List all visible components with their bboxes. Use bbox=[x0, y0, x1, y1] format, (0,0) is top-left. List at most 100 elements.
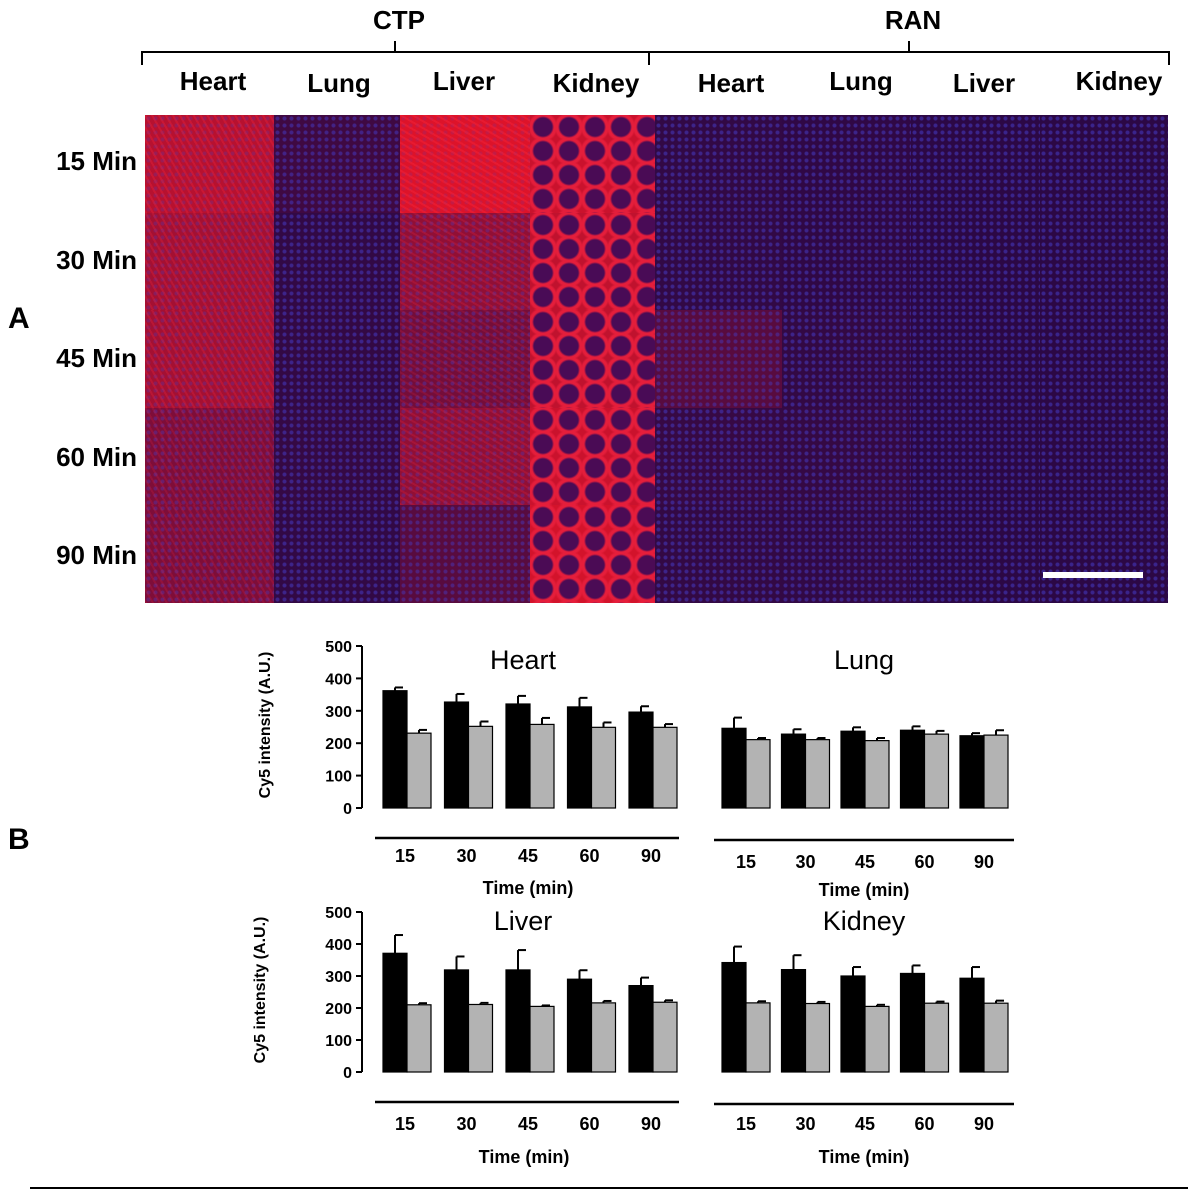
bar-ran bbox=[652, 1001, 678, 1073]
micrograph-tile bbox=[400, 213, 530, 310]
micrograph-tile bbox=[1040, 115, 1168, 213]
bar-ran bbox=[745, 1002, 771, 1073]
x-tick-label: 30 bbox=[795, 852, 815, 872]
micrograph-tile bbox=[400, 505, 530, 603]
row-label-15-min: 15 Min bbox=[56, 146, 137, 176]
micrograph-tile bbox=[782, 408, 911, 505]
x-tick-label: 30 bbox=[795, 1114, 815, 1134]
y-tick-label: 0 bbox=[343, 801, 352, 818]
y-axis-label: Cy5 intensity (A.U.) bbox=[257, 652, 274, 799]
y-tick-label: 300 bbox=[325, 969, 352, 986]
micrograph-tile bbox=[911, 408, 1040, 505]
row-label-45-min: 45 Min bbox=[56, 343, 137, 373]
y-tick-label: 100 bbox=[325, 1033, 352, 1050]
chart-title: Lung bbox=[834, 645, 894, 675]
x-tick-label: 90 bbox=[641, 846, 661, 866]
bar-ctp bbox=[628, 984, 654, 1073]
micrograph-tile bbox=[655, 213, 782, 310]
bar-ran bbox=[406, 732, 432, 809]
group-label-ctp: CTP bbox=[373, 5, 425, 35]
bar-ctp bbox=[721, 727, 747, 809]
x-axis-label: Time (min) bbox=[479, 1147, 570, 1167]
micrograph-tile bbox=[655, 505, 782, 603]
panel-a-label: A bbox=[8, 302, 30, 335]
fluorescence-micrograph-grid bbox=[145, 115, 1168, 603]
micrograph-tile bbox=[911, 310, 1040, 408]
x-tick-label: 30 bbox=[456, 1114, 476, 1134]
bar-ctp bbox=[780, 968, 807, 1073]
x-tick-label: 15 bbox=[736, 1114, 756, 1134]
bar-ctp bbox=[899, 972, 926, 1073]
y-tick-label: 500 bbox=[325, 905, 352, 922]
bottom-rule bbox=[30, 1187, 1188, 1189]
micrograph-tile bbox=[530, 310, 655, 408]
micrograph-tile bbox=[782, 115, 911, 213]
bar-ran bbox=[983, 734, 1009, 809]
chart-title: Kidney bbox=[823, 906, 906, 936]
ran-group-bracket bbox=[648, 41, 1170, 67]
y-tick-label: 400 bbox=[325, 937, 352, 954]
bar-ctp bbox=[899, 729, 926, 809]
micrograph-tile bbox=[782, 213, 911, 310]
bar-ctp bbox=[840, 730, 866, 809]
bar-ran bbox=[804, 739, 831, 809]
chart-title: Heart bbox=[490, 645, 557, 675]
bar-ran bbox=[923, 733, 950, 809]
x-tick-label: 45 bbox=[855, 1114, 875, 1134]
bar-ran bbox=[529, 723, 555, 809]
bar-ran bbox=[923, 1002, 950, 1073]
x-tick-label: 45 bbox=[855, 852, 875, 872]
micrograph-tile bbox=[782, 310, 911, 408]
x-tick-label: 60 bbox=[579, 846, 599, 866]
column-label-ctp-heart: Heart bbox=[179, 66, 247, 96]
bar-ran bbox=[983, 1002, 1009, 1073]
micrograph-tile bbox=[400, 310, 530, 408]
micrograph-tile bbox=[145, 115, 274, 213]
micrograph-tile bbox=[655, 115, 782, 213]
bar-ran bbox=[529, 1005, 555, 1073]
x-tick-label: 15 bbox=[395, 846, 415, 866]
bar-ran bbox=[864, 1005, 890, 1073]
micrograph-tile bbox=[530, 408, 655, 505]
micrograph-tile bbox=[1040, 213, 1168, 310]
bar-ctp bbox=[382, 690, 408, 809]
x-tick-label: 90 bbox=[974, 1114, 994, 1134]
y-tick-label: 100 bbox=[325, 769, 352, 786]
y-axis-label: Cy5 intensity (A.U.) bbox=[252, 917, 269, 1064]
x-axis-label: Time (min) bbox=[819, 1147, 910, 1167]
micrograph-tile bbox=[911, 115, 1040, 213]
chart-kidney: Kidney 15 30 45 60 90 Time (min) bbox=[714, 906, 1014, 1167]
bar-ctp bbox=[959, 977, 985, 1073]
x-axis-label: Time (min) bbox=[483, 878, 574, 898]
column-label-ctp-lung: Lung bbox=[307, 68, 371, 98]
bar-ran bbox=[467, 725, 494, 809]
bar-ctp bbox=[628, 711, 654, 809]
micrograph-tile bbox=[530, 115, 655, 213]
y-tick-label: 300 bbox=[325, 704, 352, 721]
column-label-ctp-liver: Liver bbox=[432, 66, 496, 96]
micrograph-tile bbox=[400, 115, 530, 213]
column-label-ctp-kidney: Kidney bbox=[552, 68, 640, 98]
y-tick-label: 0 bbox=[343, 1065, 352, 1082]
bar-ctp bbox=[505, 969, 531, 1073]
chart-title: Liver bbox=[494, 906, 553, 936]
x-tick-label: 45 bbox=[518, 1114, 538, 1134]
x-axis-label: Time (min) bbox=[819, 880, 910, 900]
micrograph-tile bbox=[274, 213, 400, 310]
y-tick-label: 500 bbox=[325, 639, 352, 656]
micrograph-tile bbox=[145, 505, 274, 603]
row-label-60-min: 60 Min bbox=[56, 442, 137, 472]
bar-ran bbox=[652, 726, 678, 809]
column-label-ran-heart: Heart bbox=[697, 68, 765, 98]
x-tick-label: 60 bbox=[579, 1114, 599, 1134]
micrograph-tile bbox=[530, 213, 655, 310]
micrograph-tile bbox=[145, 213, 274, 310]
micrograph-tile bbox=[145, 310, 274, 408]
bar-ctp bbox=[443, 969, 470, 1073]
bar-ctp bbox=[959, 735, 985, 809]
row-label-30-min: 30 Min bbox=[56, 245, 137, 275]
micrograph-tile bbox=[911, 213, 1040, 310]
x-tick-label: 15 bbox=[736, 852, 756, 872]
x-tick-label: 90 bbox=[974, 852, 994, 872]
x-tick-label: 30 bbox=[456, 846, 476, 866]
